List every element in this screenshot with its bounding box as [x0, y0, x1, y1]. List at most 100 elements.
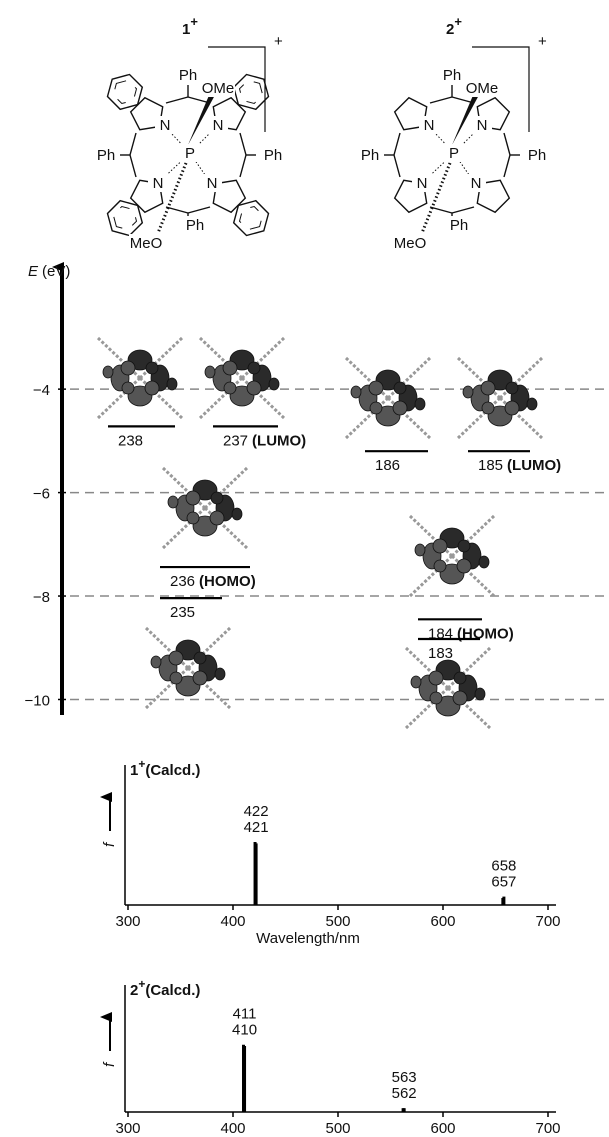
orbital-lobe — [146, 362, 158, 374]
level-label: 235 — [170, 604, 195, 621]
molecule-charge: + — [454, 14, 462, 29]
x-tick-label: 400 — [220, 913, 245, 930]
orbital-lobe — [369, 381, 383, 395]
atom-label: OMe — [202, 80, 235, 97]
atom-label: N — [417, 175, 428, 192]
orbital-lobe — [434, 560, 446, 572]
level-label: 237(LUMO) — [223, 432, 306, 449]
atom-label: Ph — [361, 147, 379, 164]
bond — [166, 207, 188, 213]
atom-label: Ph — [97, 147, 115, 164]
x-tick-label: 500 — [325, 1120, 350, 1137]
x-tick-label: 500 — [325, 913, 350, 930]
atom-label: OMe — [466, 80, 499, 97]
orbital-number: 235 — [170, 604, 195, 621]
spectrum-title: 2+(Calcd.) — [130, 977, 200, 999]
title-number: 2 — [130, 982, 138, 999]
level-label: 236(HOMO) — [170, 573, 256, 590]
atom-label: Ph — [450, 217, 468, 234]
benzo-ring — [108, 75, 143, 110]
orbital-number: 237 — [223, 432, 248, 449]
orbital-lobe — [482, 402, 494, 414]
x-tick-label: 700 — [535, 913, 560, 930]
orbital-plot — [410, 516, 494, 596]
orbital-lobe — [211, 492, 223, 504]
orbital-number: 236 — [170, 573, 195, 590]
orbital-lobe — [370, 402, 382, 414]
benzo-ring — [108, 201, 143, 236]
title-charge: + — [138, 757, 145, 771]
orbital-lobe — [433, 539, 447, 553]
bond — [452, 207, 474, 213]
orbital-tag: (HOMO) — [199, 573, 256, 590]
benzo-inner — [240, 80, 263, 103]
bond — [394, 155, 400, 177]
molecule-number: 1 — [182, 21, 190, 38]
peak-label: 410 — [232, 1022, 257, 1039]
bond — [130, 155, 136, 177]
orbital-lobe — [186, 491, 200, 505]
atom-label: N — [477, 117, 488, 134]
title-number: 1 — [130, 762, 138, 779]
benzo-ring — [234, 201, 269, 236]
orbital-lobe — [269, 378, 279, 390]
benzo-inner — [113, 80, 136, 103]
title-note: (Calcd.) — [145, 982, 200, 999]
molecule-label: 1+ — [182, 14, 198, 38]
orbital-lobe — [215, 668, 225, 680]
level-label: 186 — [375, 457, 400, 474]
spectrum-title: 1+(Calcd.) — [130, 757, 200, 779]
orbital-plot — [163, 468, 247, 548]
orbital-lobe — [121, 361, 135, 375]
level-label: 183 — [428, 645, 453, 662]
orbital-plot — [146, 628, 230, 708]
orbital-plot — [346, 358, 430, 438]
orbital-lobe — [232, 508, 242, 520]
atom-label: Ph — [179, 67, 197, 84]
y-tick-label: −8 — [33, 589, 50, 606]
orbital-lobe — [527, 398, 537, 410]
orbital-lobe — [205, 366, 215, 378]
orbital-lobe — [454, 672, 466, 684]
atom-label: N — [424, 117, 435, 134]
orbital-lobe — [247, 381, 261, 395]
level-label: 185(LUMO) — [478, 457, 561, 474]
bond — [166, 97, 188, 103]
orbital-lobe — [429, 671, 443, 685]
molecule-number: 2 — [446, 21, 454, 38]
y-axis-label: E(eV) — [28, 263, 70, 280]
atom-label: Ph — [186, 217, 204, 234]
orbital-number: 185 — [478, 457, 503, 474]
orbital-lobe — [415, 544, 425, 556]
x-tick-label: 600 — [430, 913, 455, 930]
orbital-lobe — [475, 688, 485, 700]
orbital-lobe — [351, 386, 361, 398]
y-label-unit: (eV) — [42, 263, 70, 280]
orbital-lobe — [457, 559, 471, 573]
orbital-lobe — [167, 378, 177, 390]
atom-label: MeO — [130, 235, 163, 252]
x-tick-label: 300 — [115, 913, 140, 930]
x-tick-label: 700 — [535, 1120, 560, 1137]
orbital-plot — [458, 358, 542, 438]
orbital-lobe — [394, 382, 406, 394]
orbital-tag: (LUMO) — [507, 457, 561, 474]
atom-label: Ph — [264, 147, 282, 164]
atom-label: P — [449, 145, 459, 162]
orbital-lobe — [463, 386, 473, 398]
orbital-plot — [98, 338, 182, 418]
orbital-number: 238 — [118, 432, 143, 449]
y-tick-label: −4 — [33, 382, 50, 399]
orbital-lobe — [210, 511, 224, 525]
atom-label: Ph — [528, 147, 546, 164]
atom-label: Ph — [443, 67, 461, 84]
x-tick-label: 600 — [430, 1120, 455, 1137]
peak-label: 562 — [392, 1085, 417, 1102]
bond — [130, 133, 136, 155]
peak-label: 563 — [392, 1069, 417, 1086]
title-note: (Calcd.) — [145, 762, 200, 779]
bond — [394, 133, 400, 155]
orbital-lobe — [194, 652, 206, 664]
orbital-lobe — [223, 361, 237, 375]
figure: PhOMeNNPhPPhNNMeOPh+1+PhOMeNNPhPPhNNMeOP… — [0, 0, 609, 1137]
